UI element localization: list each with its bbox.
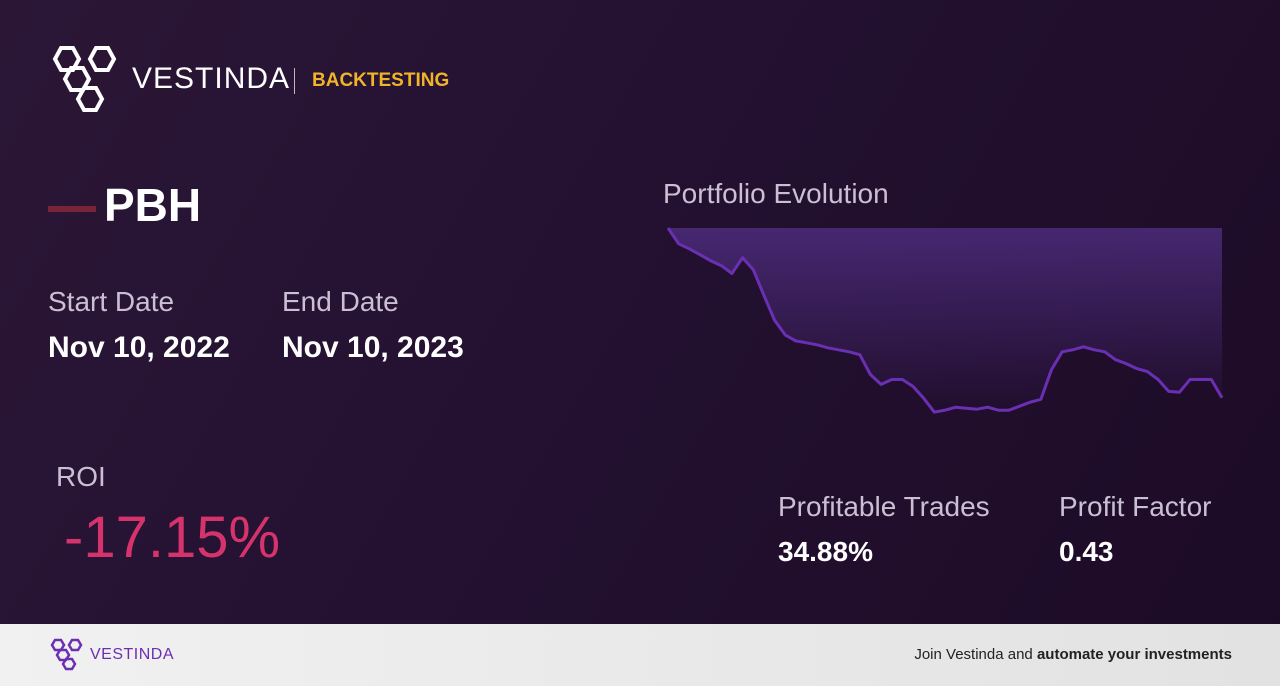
metric-label: Profitable Trades [778,491,990,522]
ticker: PBH [104,179,202,231]
brand: VESTINDA [132,62,291,95]
divider [294,68,295,94]
metric-value: 0.43 [1059,536,1114,567]
start-date: Nov 10, 2022 [48,331,230,364]
chart-title: Portfolio Evolution [663,178,889,209]
cta[interactable]: Join Vestinda and automate your investme… [914,646,1232,663]
footer: VESTINDA Join Vestinda and automate your… [0,624,1280,686]
footer-logo [50,638,83,671]
stock-logo [48,206,96,212]
roi-value: -17.15% [64,505,281,570]
line [666,227,1224,414]
cta-bold: automate your investments [1036,646,1232,663]
end-date: Nov 10, 2023 [282,331,464,364]
area [668,228,1222,413]
metric-label: Profit Factor [1059,491,1212,522]
cta-plain: Join Vestinda and [914,646,1033,663]
roi-label: ROI [56,461,106,492]
end-label: End Date [282,286,399,317]
logo-icon [52,46,117,112]
metric-value: 34.88% [778,536,873,567]
section: BACKTESTING [312,70,450,91]
start-label: Start Date [48,286,175,317]
chart [666,227,1224,414]
footer-brand: VESTINDA [90,646,175,663]
